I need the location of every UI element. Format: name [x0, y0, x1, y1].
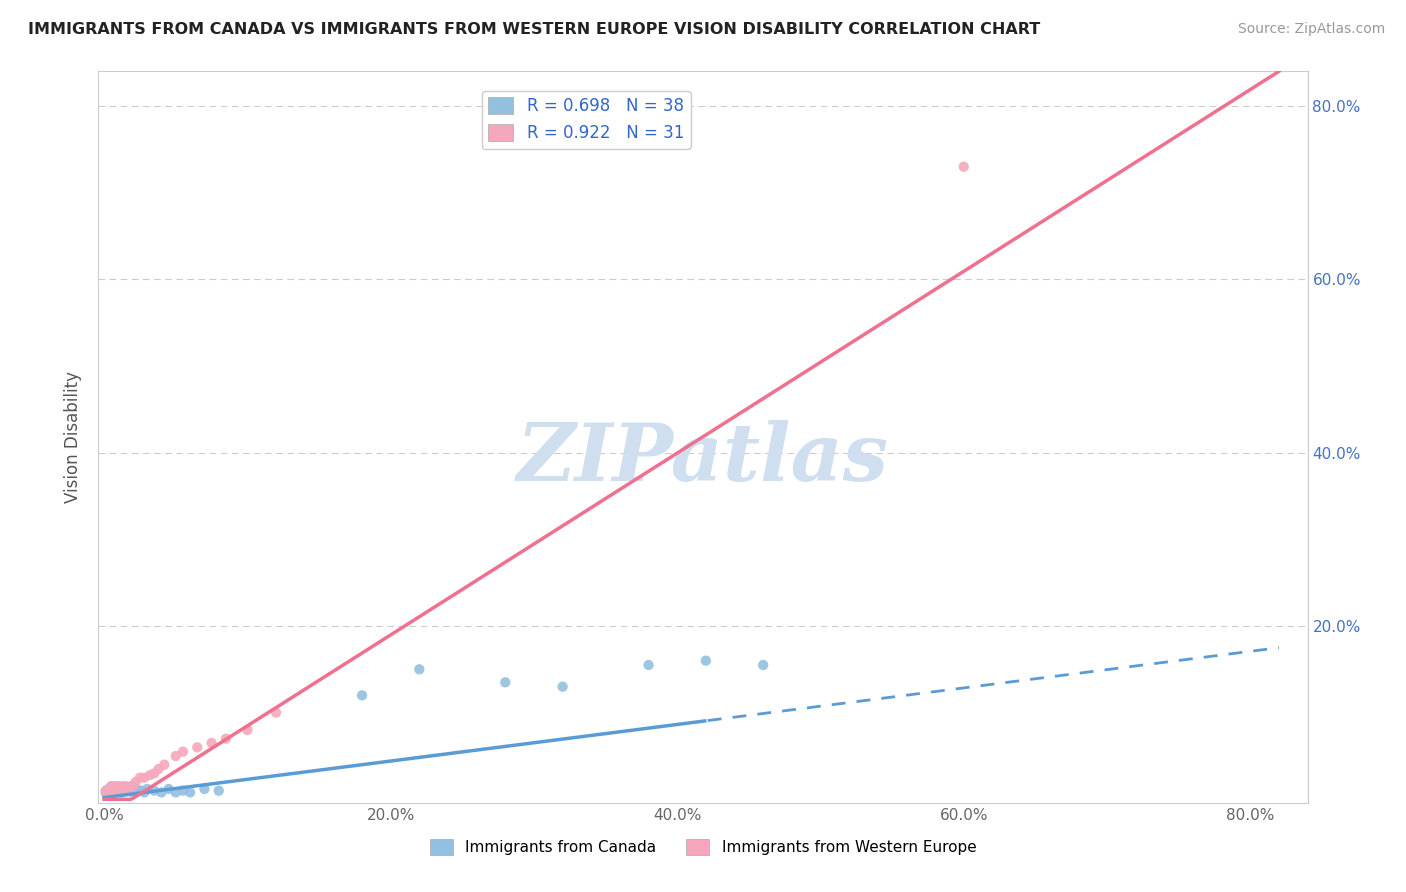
Point	[94, 783, 117, 797]
Point	[115, 783, 138, 797]
Point	[134, 785, 156, 799]
Point	[153, 757, 176, 772]
Point	[215, 731, 238, 746]
Legend: Immigrants from Canada, Immigrants from Western Europe: Immigrants from Canada, Immigrants from …	[423, 833, 983, 861]
Point	[408, 662, 430, 676]
Point	[143, 783, 166, 797]
Point	[98, 788, 121, 802]
Point	[150, 785, 173, 799]
Point	[494, 675, 516, 690]
Point	[108, 781, 131, 796]
Point	[112, 780, 135, 794]
Point	[121, 785, 143, 799]
Point	[172, 783, 194, 797]
Point	[101, 783, 124, 797]
Point	[752, 658, 775, 673]
Point	[118, 781, 141, 796]
Point	[97, 781, 120, 796]
Text: ZIPatlas: ZIPatlas	[517, 420, 889, 498]
Point	[136, 781, 159, 796]
Point	[110, 780, 132, 794]
Point	[105, 781, 128, 796]
Point	[264, 706, 287, 720]
Point	[112, 783, 135, 797]
Point	[111, 781, 134, 796]
Point	[98, 781, 121, 796]
Point	[105, 780, 128, 794]
Point	[115, 781, 138, 796]
Point	[108, 781, 131, 796]
Point	[114, 780, 136, 794]
Point	[165, 785, 187, 799]
Point	[131, 783, 153, 797]
Point	[172, 745, 194, 759]
Point	[110, 785, 132, 799]
Point	[96, 783, 118, 797]
Point	[179, 785, 201, 799]
Point	[551, 680, 574, 694]
Point	[96, 785, 118, 799]
Text: Source: ZipAtlas.com: Source: ZipAtlas.com	[1237, 22, 1385, 37]
Point	[143, 766, 166, 780]
Point	[97, 783, 120, 797]
Point	[121, 780, 143, 794]
Point	[236, 723, 259, 737]
Point	[107, 783, 129, 797]
Point	[128, 783, 150, 797]
Point	[104, 783, 127, 797]
Text: IMMIGRANTS FROM CANADA VS IMMIGRANTS FROM WESTERN EUROPE VISION DISABILITY CORRE: IMMIGRANTS FROM CANADA VS IMMIGRANTS FRO…	[28, 22, 1040, 37]
Point	[103, 781, 125, 796]
Y-axis label: Vision Disability: Vision Disability	[65, 371, 83, 503]
Point	[200, 736, 222, 750]
Point	[157, 781, 180, 796]
Point	[695, 654, 717, 668]
Point	[165, 749, 187, 764]
Point	[101, 785, 124, 799]
Point	[107, 780, 129, 794]
Point	[148, 762, 170, 776]
Point	[100, 780, 122, 794]
Point	[118, 780, 141, 794]
Point	[94, 785, 117, 799]
Point	[124, 775, 146, 789]
Point	[637, 658, 659, 673]
Point	[134, 771, 156, 785]
Point	[100, 780, 122, 794]
Point	[124, 781, 146, 796]
Point	[208, 783, 231, 797]
Point	[193, 781, 215, 796]
Point	[103, 780, 125, 794]
Point	[186, 740, 208, 755]
Point	[104, 785, 127, 799]
Point	[139, 768, 162, 782]
Point	[129, 771, 152, 785]
Point	[350, 689, 373, 703]
Point	[952, 160, 974, 174]
